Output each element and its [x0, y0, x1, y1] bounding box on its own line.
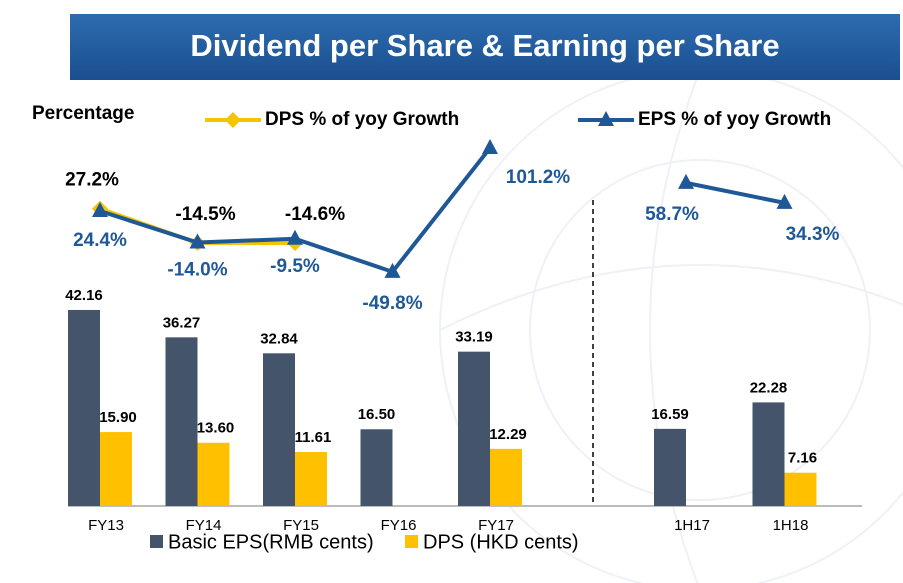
bar-value-label: 7.16: [788, 450, 817, 467]
line-marker: [482, 139, 498, 155]
bar-value-label: 15.90: [99, 409, 137, 426]
bar: [295, 452, 327, 506]
bar-value-label: 16.50: [358, 406, 396, 423]
bar: [68, 309, 100, 506]
bar: [752, 402, 785, 506]
x-tick-label: FY16: [381, 517, 417, 534]
line-value-label: 34.3%: [786, 224, 840, 245]
line-value-label: 101.2%: [506, 167, 571, 188]
bar-value-label: 11.61: [295, 429, 332, 446]
bar: [165, 337, 198, 506]
line-marker: [92, 201, 108, 217]
line-value-label: 27.2%: [65, 170, 119, 191]
legend-swatch: [150, 535, 163, 548]
bar: [784, 472, 817, 506]
bar: [490, 448, 522, 506]
legend-swatch: [405, 535, 418, 548]
bar-value-label: 32.84: [260, 330, 298, 347]
line-value-label: -49.8%: [362, 293, 422, 314]
x-tick-label: FY17: [478, 517, 514, 534]
line-value-label: -14.5%: [175, 204, 235, 225]
x-tick-label: 1H18: [773, 517, 809, 534]
legend-label: Basic EPS(RMB cents): [168, 531, 374, 553]
bar: [458, 351, 490, 506]
bar-value-label: 42.16: [65, 287, 103, 304]
chart-title: Dividend per Share & Earning per Share: [190, 28, 779, 63]
line-value-label: -9.5%: [270, 256, 320, 277]
x-tick-label: FY15: [283, 517, 319, 534]
line-marker: [776, 193, 793, 209]
bar-value-label: 12.29: [489, 426, 527, 443]
line: [685, 180, 785, 205]
line-marker: [598, 111, 614, 126]
line-value-label: 24.4%: [73, 230, 127, 251]
line-marker: [225, 112, 241, 128]
bar: [100, 432, 132, 506]
x-tick-label: 1H17: [674, 517, 710, 534]
title-bar: [70, 14, 900, 80]
line-marker: [678, 173, 694, 189]
line-value-label: -14.0%: [167, 259, 227, 280]
line-marker: [384, 262, 401, 278]
bar-value-label: 22.28: [750, 379, 788, 396]
line-value-label: -14.6%: [285, 204, 345, 225]
line-marker: [189, 233, 206, 249]
x-tick-label: FY14: [186, 517, 222, 534]
bar-value-label: 33.19: [455, 329, 493, 346]
bar-value-label: 36.27: [163, 314, 201, 331]
axis-label: Percentage: [32, 103, 134, 124]
legend-label: DPS % of yoy Growth: [265, 109, 459, 130]
legend-label: EPS % of yoy Growth: [638, 109, 831, 130]
legend-label: DPS (HKD cents): [423, 531, 579, 553]
bar-value-label: 16.59: [651, 406, 689, 423]
bar: [263, 353, 295, 506]
bar: [197, 442, 230, 506]
line-value-label: 58.7%: [645, 204, 699, 225]
bar: [360, 429, 393, 506]
x-tick-label: FY13: [88, 517, 124, 534]
bar: [654, 428, 686, 506]
bar-value-label: 13.60: [197, 420, 235, 437]
line-marker: [287, 229, 303, 245]
